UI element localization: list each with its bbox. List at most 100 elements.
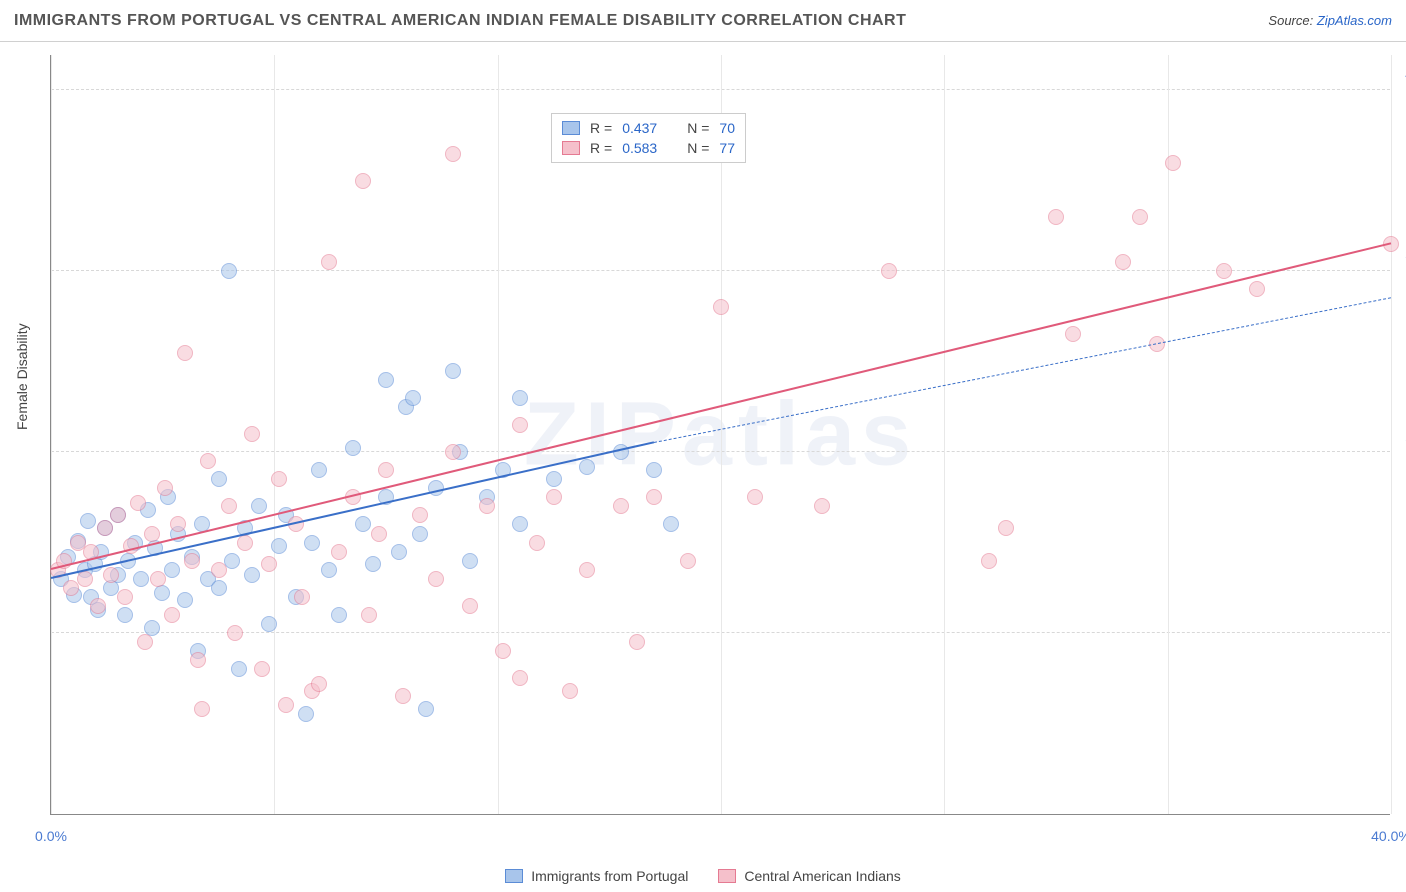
- scatter-point-central_am: [529, 535, 545, 551]
- plot-area: ZIPatlas R =0.437N =70R =0.583N =77 10.0…: [50, 55, 1390, 815]
- scatter-point-central_am: [321, 254, 337, 270]
- scatter-point-central_am: [190, 652, 206, 668]
- scatter-point-central_am: [680, 553, 696, 569]
- scatter-point-central_am: [211, 562, 227, 578]
- scatter-point-central_am: [1115, 254, 1131, 270]
- source-link[interactable]: ZipAtlas.com: [1317, 13, 1392, 28]
- scatter-point-central_am: [747, 489, 763, 505]
- scatter-point-portugal: [211, 471, 227, 487]
- scatter-point-portugal: [311, 462, 327, 478]
- scatter-point-central_am: [311, 676, 327, 692]
- scatter-point-central_am: [371, 526, 387, 542]
- legend-swatch: [562, 121, 580, 135]
- scatter-point-portugal: [345, 440, 361, 456]
- scatter-point-central_am: [629, 634, 645, 650]
- scatter-point-portugal: [412, 526, 428, 542]
- scatter-point-portugal: [355, 516, 371, 532]
- r-label: R =: [590, 120, 612, 136]
- scatter-point-central_am: [512, 670, 528, 686]
- scatter-point-central_am: [130, 495, 146, 511]
- gridline-v: [721, 55, 722, 814]
- scatter-point-central_am: [713, 299, 729, 315]
- legend-swatch: [505, 869, 523, 883]
- scatter-point-central_am: [237, 535, 253, 551]
- scatter-point-central_am: [170, 516, 186, 532]
- scatter-point-central_am: [294, 589, 310, 605]
- scatter-point-central_am: [271, 471, 287, 487]
- scatter-point-central_am: [90, 598, 106, 614]
- scatter-point-portugal: [462, 553, 478, 569]
- scatter-point-portugal: [271, 538, 287, 554]
- scatter-point-central_am: [445, 444, 461, 460]
- scatter-point-central_am: [814, 498, 830, 514]
- r-value: 0.583: [622, 140, 657, 156]
- r-label: R =: [590, 140, 612, 156]
- scatter-point-central_am: [395, 688, 411, 704]
- scatter-point-central_am: [981, 553, 997, 569]
- scatter-point-central_am: [150, 571, 166, 587]
- scatter-point-portugal: [177, 592, 193, 608]
- y-axis-label: Female Disability: [14, 323, 30, 430]
- scatter-point-portugal: [445, 363, 461, 379]
- scatter-point-central_am: [164, 607, 180, 623]
- scatter-point-portugal: [663, 516, 679, 532]
- scatter-point-central_am: [177, 345, 193, 361]
- scatter-point-portugal: [224, 553, 240, 569]
- gridline-v: [51, 55, 52, 814]
- scatter-point-central_am: [1132, 209, 1148, 225]
- scatter-point-central_am: [331, 544, 347, 560]
- scatter-point-central_am: [227, 625, 243, 641]
- scatter-point-portugal: [304, 535, 320, 551]
- scatter-point-portugal: [418, 701, 434, 717]
- scatter-point-central_am: [261, 556, 277, 572]
- scatter-point-central_am: [646, 489, 662, 505]
- x-tick-label: 40.0%: [1371, 828, 1406, 844]
- legend-correlation: R =0.437N =70R =0.583N =77: [551, 113, 746, 163]
- scatter-point-central_am: [103, 567, 119, 583]
- legend-row-central_am: R =0.583N =77: [562, 138, 735, 158]
- n-value: 70: [719, 120, 735, 136]
- scatter-point-central_am: [1249, 281, 1265, 297]
- scatter-point-central_am: [361, 607, 377, 623]
- scatter-point-central_am: [221, 498, 237, 514]
- trend-line: [654, 297, 1391, 443]
- gridline-v: [1391, 55, 1392, 814]
- scatter-point-central_am: [184, 553, 200, 569]
- scatter-point-central_am: [355, 173, 371, 189]
- scatter-point-central_am: [1065, 326, 1081, 342]
- scatter-point-portugal: [546, 471, 562, 487]
- x-tick-label: 0.0%: [35, 828, 67, 844]
- legend-label: Immigrants from Portugal: [531, 868, 688, 884]
- scatter-point-central_am: [462, 598, 478, 614]
- legend-swatch: [718, 869, 736, 883]
- scatter-point-portugal: [80, 513, 96, 529]
- legend-series: Immigrants from Portugal Central American…: [0, 868, 1406, 884]
- scatter-point-central_am: [579, 562, 595, 578]
- n-label: N =: [687, 140, 709, 156]
- scatter-point-central_am: [512, 417, 528, 433]
- legend-item-central_am: Central American Indians: [718, 868, 900, 884]
- scatter-point-portugal: [244, 567, 260, 583]
- scatter-point-portugal: [231, 661, 247, 677]
- legend-row-portugal: R =0.437N =70: [562, 118, 735, 138]
- scatter-point-central_am: [1165, 155, 1181, 171]
- scatter-point-central_am: [77, 571, 93, 587]
- scatter-point-portugal: [331, 607, 347, 623]
- scatter-point-central_am: [194, 701, 210, 717]
- scatter-point-central_am: [278, 697, 294, 713]
- scatter-point-central_am: [144, 526, 160, 542]
- scatter-point-central_am: [479, 498, 495, 514]
- scatter-point-portugal: [512, 516, 528, 532]
- n-label: N =: [687, 120, 709, 136]
- scatter-point-central_am: [254, 661, 270, 677]
- scatter-point-portugal: [321, 562, 337, 578]
- scatter-point-portugal: [117, 607, 133, 623]
- scatter-point-portugal: [261, 616, 277, 632]
- scatter-point-portugal: [378, 372, 394, 388]
- scatter-point-central_am: [998, 520, 1014, 536]
- scatter-point-central_am: [200, 453, 216, 469]
- scatter-point-portugal: [391, 544, 407, 560]
- gridline-v: [274, 55, 275, 814]
- scatter-point-central_am: [244, 426, 260, 442]
- scatter-point-portugal: [298, 706, 314, 722]
